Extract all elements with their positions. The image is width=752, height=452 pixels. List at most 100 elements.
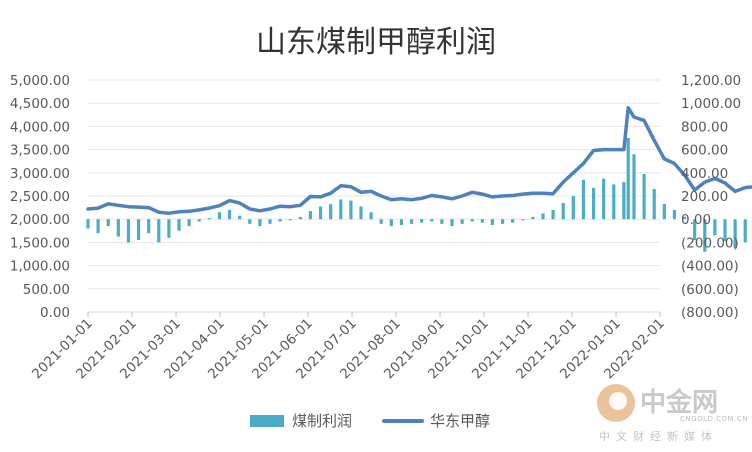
profit-bar — [278, 219, 282, 222]
profit-bar — [723, 219, 727, 242]
profit-bar — [591, 187, 596, 220]
profit-bar — [531, 216, 535, 220]
profit-bar — [480, 219, 484, 223]
legend-line-label: 华东甲醇 — [430, 412, 490, 430]
watermark-slogan: 中文财经新媒体 — [599, 429, 718, 443]
profit-bar — [238, 215, 242, 220]
profit-bar — [197, 219, 201, 222]
profit-bar — [642, 173, 646, 220]
right-tick-label: (600.00) — [681, 282, 739, 298]
profit-bar — [632, 154, 636, 220]
right-tick-label: (400.00) — [681, 259, 739, 275]
profit-bar — [389, 219, 393, 227]
profit-bar — [733, 219, 737, 249]
methanol-line — [86, 106, 752, 215]
left-tick-label: 3,000.00 — [10, 166, 70, 182]
profit-bar — [561, 202, 565, 220]
profit-bar — [379, 219, 383, 224]
left-tick-label: 2,000.00 — [10, 212, 70, 228]
profit-bar — [248, 219, 252, 224]
profit-bar — [329, 204, 333, 220]
profit-bar — [268, 219, 272, 224]
profit-bar — [713, 219, 717, 236]
profit-bar — [288, 219, 292, 221]
left-tick-label: 1,000.00 — [10, 259, 70, 275]
profit-bar — [420, 219, 424, 223]
profit-bar — [571, 196, 575, 220]
profit-bar — [612, 184, 616, 220]
profit-bar — [207, 218, 211, 220]
profit-bar — [551, 209, 555, 220]
profit-bar — [490, 219, 495, 225]
left-tick-label: 3,500.00 — [10, 143, 70, 159]
profit-bar — [106, 219, 110, 227]
right-axis-ticks: 1,200.00 1,000.00 800.00 600.00 400.00 200.00… — [681, 73, 741, 321]
legend-bar-swatch — [250, 415, 284, 427]
profit-bar — [258, 219, 262, 227]
profit-bar — [682, 216, 687, 220]
right-tick-label: 0.00 — [681, 212, 711, 228]
profit-bar — [359, 206, 363, 220]
profit-bar — [126, 219, 131, 243]
profit-bar — [622, 182, 626, 220]
profit-bar — [227, 209, 232, 220]
profit-bar — [177, 219, 181, 231]
profit-bar — [116, 219, 120, 237]
profit-bar — [136, 219, 141, 241]
profit-bar — [86, 219, 90, 229]
right-tick-label: 800.00 — [681, 119, 728, 135]
profit-bar — [369, 212, 373, 220]
watermark-logo-inner-icon — [609, 392, 627, 410]
profit-bar — [521, 219, 525, 221]
left-tick-label: 2,500.00 — [10, 189, 70, 205]
profit-bar — [626, 138, 630, 220]
profit-bar — [470, 219, 474, 222]
profit-bar — [399, 219, 404, 225]
left-tick-label: 0.00 — [40, 305, 70, 321]
left-tick-label: 5,000.00 — [10, 73, 70, 89]
profit-bar — [349, 200, 353, 220]
watermark: 中金网 CNGOLD.COM.CN 中文财经新媒体 — [597, 384, 748, 443]
chart-title: 山东煤制甲醇利润 — [256, 25, 496, 60]
profit-bar — [167, 219, 171, 238]
profit-bar — [157, 219, 161, 243]
profit-bar — [581, 179, 586, 220]
profit-bar — [541, 213, 545, 220]
profit-bar — [743, 219, 747, 243]
left-tick-label: 1,500.00 — [10, 235, 70, 251]
profit-bar — [409, 219, 414, 224]
profit-bars — [86, 138, 747, 252]
profit-bar — [672, 209, 677, 220]
profit-bar — [693, 219, 697, 241]
profit-bar — [308, 211, 313, 220]
profit-bar — [96, 219, 100, 234]
left-axis-ticks: 5,000.00 4,500.00 4,000.00 3,500.00 3,000.00… — [10, 73, 70, 321]
profit-bar — [460, 219, 464, 224]
legend-bar-label: 煤制利润 — [292, 412, 352, 430]
left-tick-label: 4,000.00 — [10, 119, 70, 135]
right-tick-label: (200.00) — [681, 235, 739, 251]
watermark-name: 中金网 — [640, 387, 718, 418]
profit-bar — [187, 219, 191, 227]
profit-bar — [511, 219, 515, 223]
profit-bar — [298, 216, 302, 220]
methanol-line-path — [86, 106, 752, 215]
left-tick-label: 500.00 — [23, 282, 70, 298]
profit-bar — [318, 206, 323, 220]
legend[interactable]: 煤制利润 华东甲醇 — [250, 412, 490, 430]
watermark-url: CNGOLD.COM.CN — [680, 415, 748, 423]
right-tick-label: (800.00) — [681, 305, 739, 321]
profit-bar — [147, 219, 151, 234]
profit-bar — [217, 212, 222, 220]
profit-bar — [339, 199, 343, 220]
profit-bar — [602, 178, 606, 220]
right-tick-label: 1,000.00 — [681, 96, 741, 112]
profit-bar — [500, 219, 505, 224]
right-tick-label: 600.00 — [681, 143, 728, 159]
x-axis-ticks: 2021-01-012021-02-012021-03-012021-04-01… — [29, 311, 668, 382]
profit-bar — [652, 189, 656, 220]
profit-bar — [450, 219, 454, 227]
right-tick-label: 200.00 — [681, 189, 728, 205]
profit-bar — [662, 204, 666, 220]
